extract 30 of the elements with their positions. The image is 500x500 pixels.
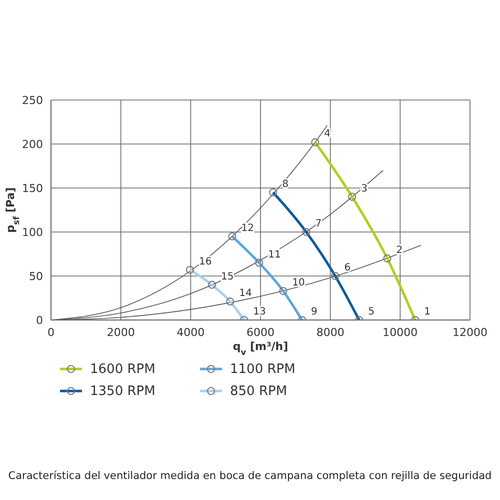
annotation: 6 — [344, 262, 351, 274]
legend-label: 850 RPM — [230, 384, 288, 398]
annotation: 10 — [292, 277, 305, 288]
y-tick-label: 0 — [36, 314, 43, 327]
x-tick-label: 0 — [48, 326, 54, 339]
x-tick-label: 6000 — [246, 326, 274, 339]
annotation: 5 — [368, 306, 375, 318]
y-tick-label: 250 — [22, 94, 43, 107]
annotation: 11 — [268, 249, 281, 260]
annotation: 9 — [311, 306, 318, 318]
annotation: 12 — [241, 222, 254, 234]
annotation: 16 — [198, 256, 212, 268]
x-tick-label: 4000 — [176, 326, 205, 339]
annotation: 14 — [239, 288, 252, 300]
x-axis-title: q$_{v}$ [m³/h] — [232, 340, 288, 357]
annotation: 1 — [424, 306, 431, 318]
annotation: 4 — [324, 128, 331, 140]
text: Característica del ventilador medida en boca de campana completa con rejilla de seguridad — [7, 470, 493, 482]
x-tick-label: 12000 — [452, 326, 488, 339]
x-tick-label: 2000 — [106, 326, 135, 339]
legend-label: 1600 RPM — [90, 362, 156, 376]
y-tick-label: 150 — [22, 182, 43, 195]
x-tick-label: 8000 — [316, 326, 344, 339]
y-tick-label: 50 — [29, 270, 43, 283]
annotation: 8 — [282, 178, 288, 190]
y-tick-label: 200 — [22, 138, 43, 151]
x-tick-label: 10000 — [382, 326, 418, 339]
y-tick-label: 100 — [22, 226, 43, 239]
legend-label: 1350 RPM — [90, 384, 156, 398]
legend-label: 1100 RPM — [230, 362, 296, 376]
